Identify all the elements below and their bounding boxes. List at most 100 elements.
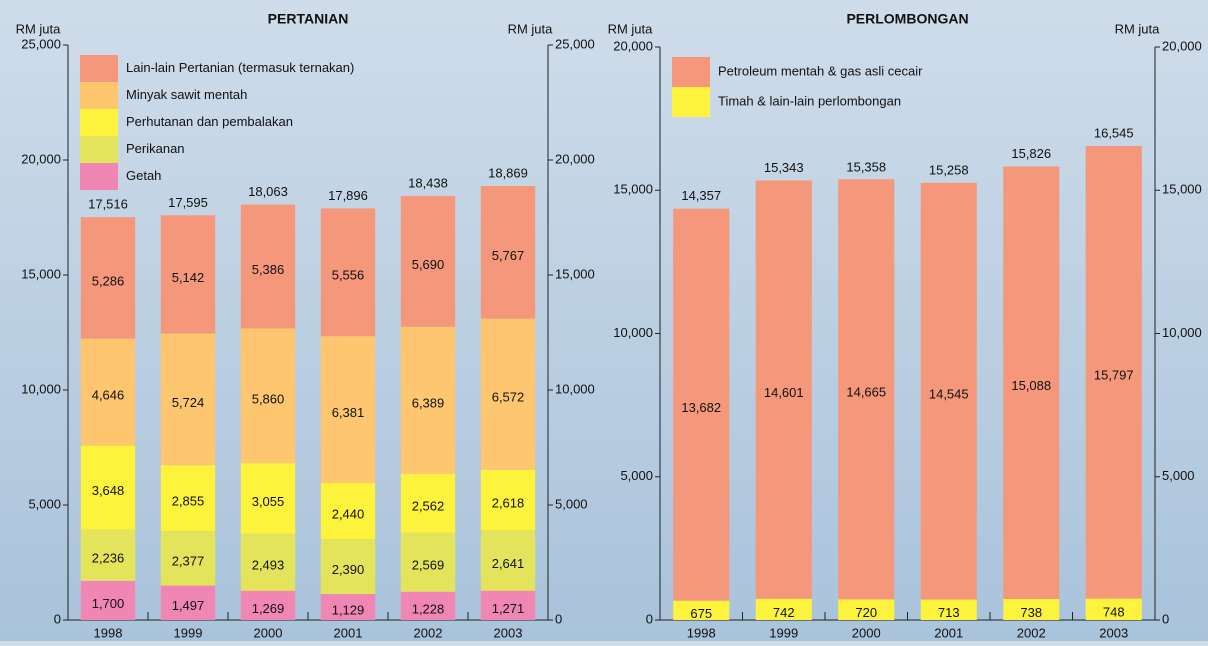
x-tick-label: 2001 — [334, 625, 363, 640]
value-label: 2,493 — [252, 558, 285, 573]
bar-segment — [480, 469, 536, 531]
bar-segment — [920, 599, 977, 620]
bar-segment — [80, 338, 136, 446]
value-label: 1,269 — [252, 601, 285, 616]
bar-segment — [80, 445, 136, 530]
bar-segment — [240, 204, 296, 329]
y-tick-label: 20,000 — [613, 38, 653, 53]
value-label: 5,724 — [172, 395, 205, 410]
total-label: 15,343 — [764, 160, 804, 175]
value-label: 5,690 — [412, 257, 445, 272]
x-tick-label: 1998 — [687, 625, 716, 640]
bar-segment — [400, 326, 456, 474]
bar-segment — [400, 473, 456, 533]
value-label: 5,386 — [252, 262, 285, 277]
bar-segment — [320, 336, 376, 483]
value-label: 6,389 — [412, 396, 445, 411]
bar-segment — [320, 539, 376, 595]
total-label: 15,358 — [846, 159, 886, 174]
value-label: 738 — [1020, 605, 1042, 620]
value-label: 1,129 — [332, 602, 365, 617]
x-tick-label: 1999 — [769, 625, 798, 640]
y-axis-label: RM juta — [608, 21, 654, 36]
value-label: 5,767 — [492, 248, 525, 263]
legend-swatch — [672, 57, 710, 87]
legend-label: Getah — [126, 168, 161, 183]
x-tick-label: 2003 — [1099, 625, 1128, 640]
bar-segment — [838, 599, 895, 620]
value-label: 5,142 — [172, 270, 205, 285]
value-label: 2,562 — [412, 499, 445, 514]
bar-segment — [320, 482, 376, 540]
value-label: 2,377 — [172, 554, 205, 569]
x-tick-label: 1999 — [174, 625, 203, 640]
bar-segment — [80, 580, 136, 620]
total-label: 14,357 — [681, 188, 721, 203]
legend-label: Lain-lain Pertanian (termasuk ternakan) — [126, 60, 354, 75]
legend-swatch — [672, 87, 710, 117]
y-tick-label: 15,000 — [21, 266, 61, 281]
bar-segment — [400, 532, 456, 592]
legend-swatch — [80, 109, 118, 136]
value-label: 3,055 — [252, 494, 285, 509]
total-label: 15,258 — [929, 162, 969, 177]
bar-segment — [755, 180, 812, 599]
y2-tick-label: 15,000 — [1162, 182, 1202, 197]
y-tick-label: 5,000 — [28, 496, 61, 511]
value-label: 5,286 — [92, 273, 125, 288]
bar-segment — [240, 533, 296, 591]
y2-tick-label: 5,000 — [1162, 468, 1195, 483]
bar-segment — [160, 333, 216, 466]
value-label: 1,497 — [172, 598, 205, 613]
bar-segment — [673, 208, 730, 601]
value-label: 5,556 — [332, 268, 365, 283]
y2-tick-label: 5,000 — [555, 496, 588, 511]
y-axis-label: RM juta — [16, 21, 62, 36]
bar-segment — [400, 591, 456, 620]
x-tick-label: 2000 — [254, 625, 283, 640]
y-tick-label: 20,000 — [21, 151, 61, 166]
y-tick-label: 15,000 — [613, 182, 653, 197]
value-label: 1,700 — [92, 596, 125, 611]
legend-label: Minyak sawit mentah — [126, 87, 247, 102]
value-label: 748 — [1103, 605, 1125, 620]
bar-segment — [480, 318, 536, 470]
bar-segment — [1085, 598, 1142, 620]
bar-segment — [920, 182, 977, 600]
x-tick-label: 2002 — [1017, 625, 1046, 640]
total-label: 16,545 — [1094, 125, 1134, 140]
y2-tick-label: 20,000 — [1162, 38, 1202, 53]
legend-label: Perhutanan dan pembalakan — [126, 114, 293, 129]
y2-tick-label: 10,000 — [555, 381, 595, 396]
bar-segment — [160, 465, 216, 531]
value-label: 1,228 — [412, 601, 445, 616]
value-label: 2,390 — [332, 562, 365, 577]
bar-segment — [240, 463, 296, 534]
bar-segment — [80, 529, 136, 581]
bar-segment — [160, 215, 216, 334]
legend-label: Timah & lain-lain perlombongan — [718, 93, 901, 108]
total-label: 17,595 — [168, 195, 208, 210]
total-label: 17,896 — [328, 188, 368, 203]
value-label: 4,646 — [92, 388, 125, 403]
bar-segment — [400, 195, 456, 327]
y-tick-label: 10,000 — [21, 381, 61, 396]
value-label: 13,682 — [681, 400, 721, 415]
y2-tick-label: 10,000 — [1162, 325, 1202, 340]
value-label: 2,236 — [92, 551, 125, 566]
bar-segment — [240, 328, 296, 464]
value-label: 6,381 — [332, 405, 365, 420]
bar-segment — [320, 208, 376, 337]
y2-tick-label: 25,000 — [555, 36, 595, 51]
value-label: 3,648 — [92, 483, 125, 498]
x-tick-label: 2003 — [494, 625, 523, 640]
value-label: 15,088 — [1011, 378, 1051, 393]
x-tick-label: 2002 — [414, 625, 443, 640]
bar-segment — [480, 590, 536, 620]
x-tick-label: 2001 — [934, 625, 963, 640]
value-label: 742 — [773, 605, 795, 620]
x-tick-label: 2000 — [852, 625, 881, 640]
bar-segment — [80, 217, 136, 339]
value-label: 15,797 — [1094, 368, 1134, 383]
